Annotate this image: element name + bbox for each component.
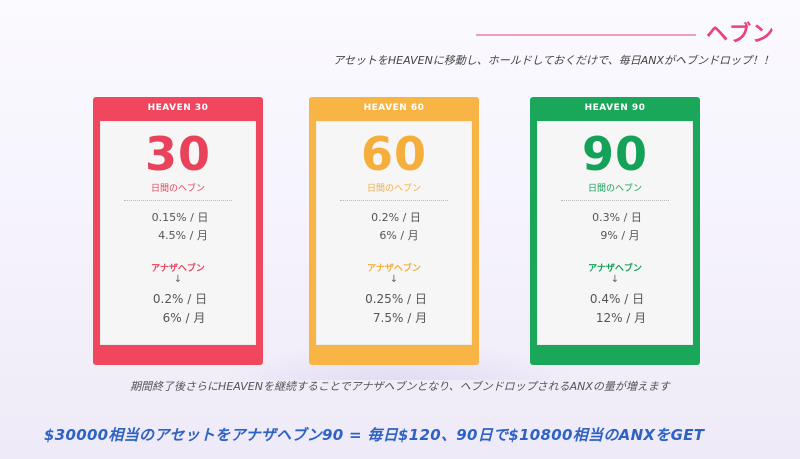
another-heaven-label: アナザヘブン [151,264,205,274]
daily-rate: 0.2% / 日 [371,211,421,224]
plan-days-number: 60 [360,127,427,181]
plan-days-number: 30 [144,127,211,181]
plan-card-body: 30 日間のヘブン 0.15% / 日 4.5% / 月 アナザヘブン ↓ 0.… [100,121,256,345]
down-arrow-icon: ↓ [610,274,620,285]
monthly-rate: 6% / 月 [379,229,419,242]
plan-card-heaven-30: HEAVEN 30 30 日間のヘブン 0.15% / 日 4.5% / 月 ア… [93,97,263,365]
plan-name: HEAVEN 60 [363,103,425,113]
another-monthly-rate: 7.5% / 月 [372,311,428,325]
another-daily-rate: 0.4% / 日 [589,292,645,306]
divider [124,200,232,201]
another-daily-rate: 0.25% / 日 [365,292,427,306]
another-daily-rate: 0.2% / 日 [152,292,208,306]
plan-name: HEAVEN 90 [584,103,646,113]
plan-card-body: 90 日間のヘブン 0.3% / 日 9% / 月 アナザヘブン ↓ 0.4% … [537,121,693,345]
plan-days-label: 日間のヘブン [366,184,421,194]
daily-rate: 0.15% / 日 [151,211,209,224]
divider [340,200,448,201]
another-heaven-label: アナザヘブン [367,264,421,274]
plan-card-body: 60 日間のヘブン 0.2% / 日 6% / 月 アナザヘブン ↓ 0.25%… [316,121,472,345]
plan-days-label: 日間のヘブン [587,184,642,194]
plan-card-heaven-90: HEAVEN 90 90 日間のヘブン 0.3% / 日 9% / 月 アナザヘ… [530,97,700,365]
daily-rate: 0.3% / 日 [592,211,642,224]
another-heaven-label: アナザヘブン [588,264,642,274]
monthly-rate: 9% / 月 [600,229,640,242]
down-arrow-icon: ↓ [389,274,399,285]
plan-days-label: 日間のヘブン [150,184,205,194]
page-subtitle: アセットをHEAVENに移動し、ホールドしておくだけで、毎日ANXがヘブンドロッ… [333,54,774,67]
another-monthly-rate: 6% / 月 [162,311,206,325]
monthly-rate: 4.5% / 月 [158,229,208,242]
plan-name: HEAVEN 30 [147,103,209,113]
footer-cta: $30000相当のアセットをアナザヘブン90 = 毎日$120、90日で$108… [44,426,705,444]
divider [561,200,669,201]
footer-note: 期間終了後さらにHEAVENを継続することでアナザヘブンとなり、ヘブンドロップさ… [130,380,670,393]
plan-days-number: 90 [581,127,648,181]
down-arrow-icon: ↓ [173,274,183,285]
another-monthly-rate: 12% / 月 [595,311,647,325]
plan-card-heaven-60: HEAVEN 60 60 日間のヘブン 0.2% / 日 6% / 月 アナザヘ… [309,97,479,365]
title-underline [476,34,696,36]
page-title: ヘブン [706,22,776,47]
